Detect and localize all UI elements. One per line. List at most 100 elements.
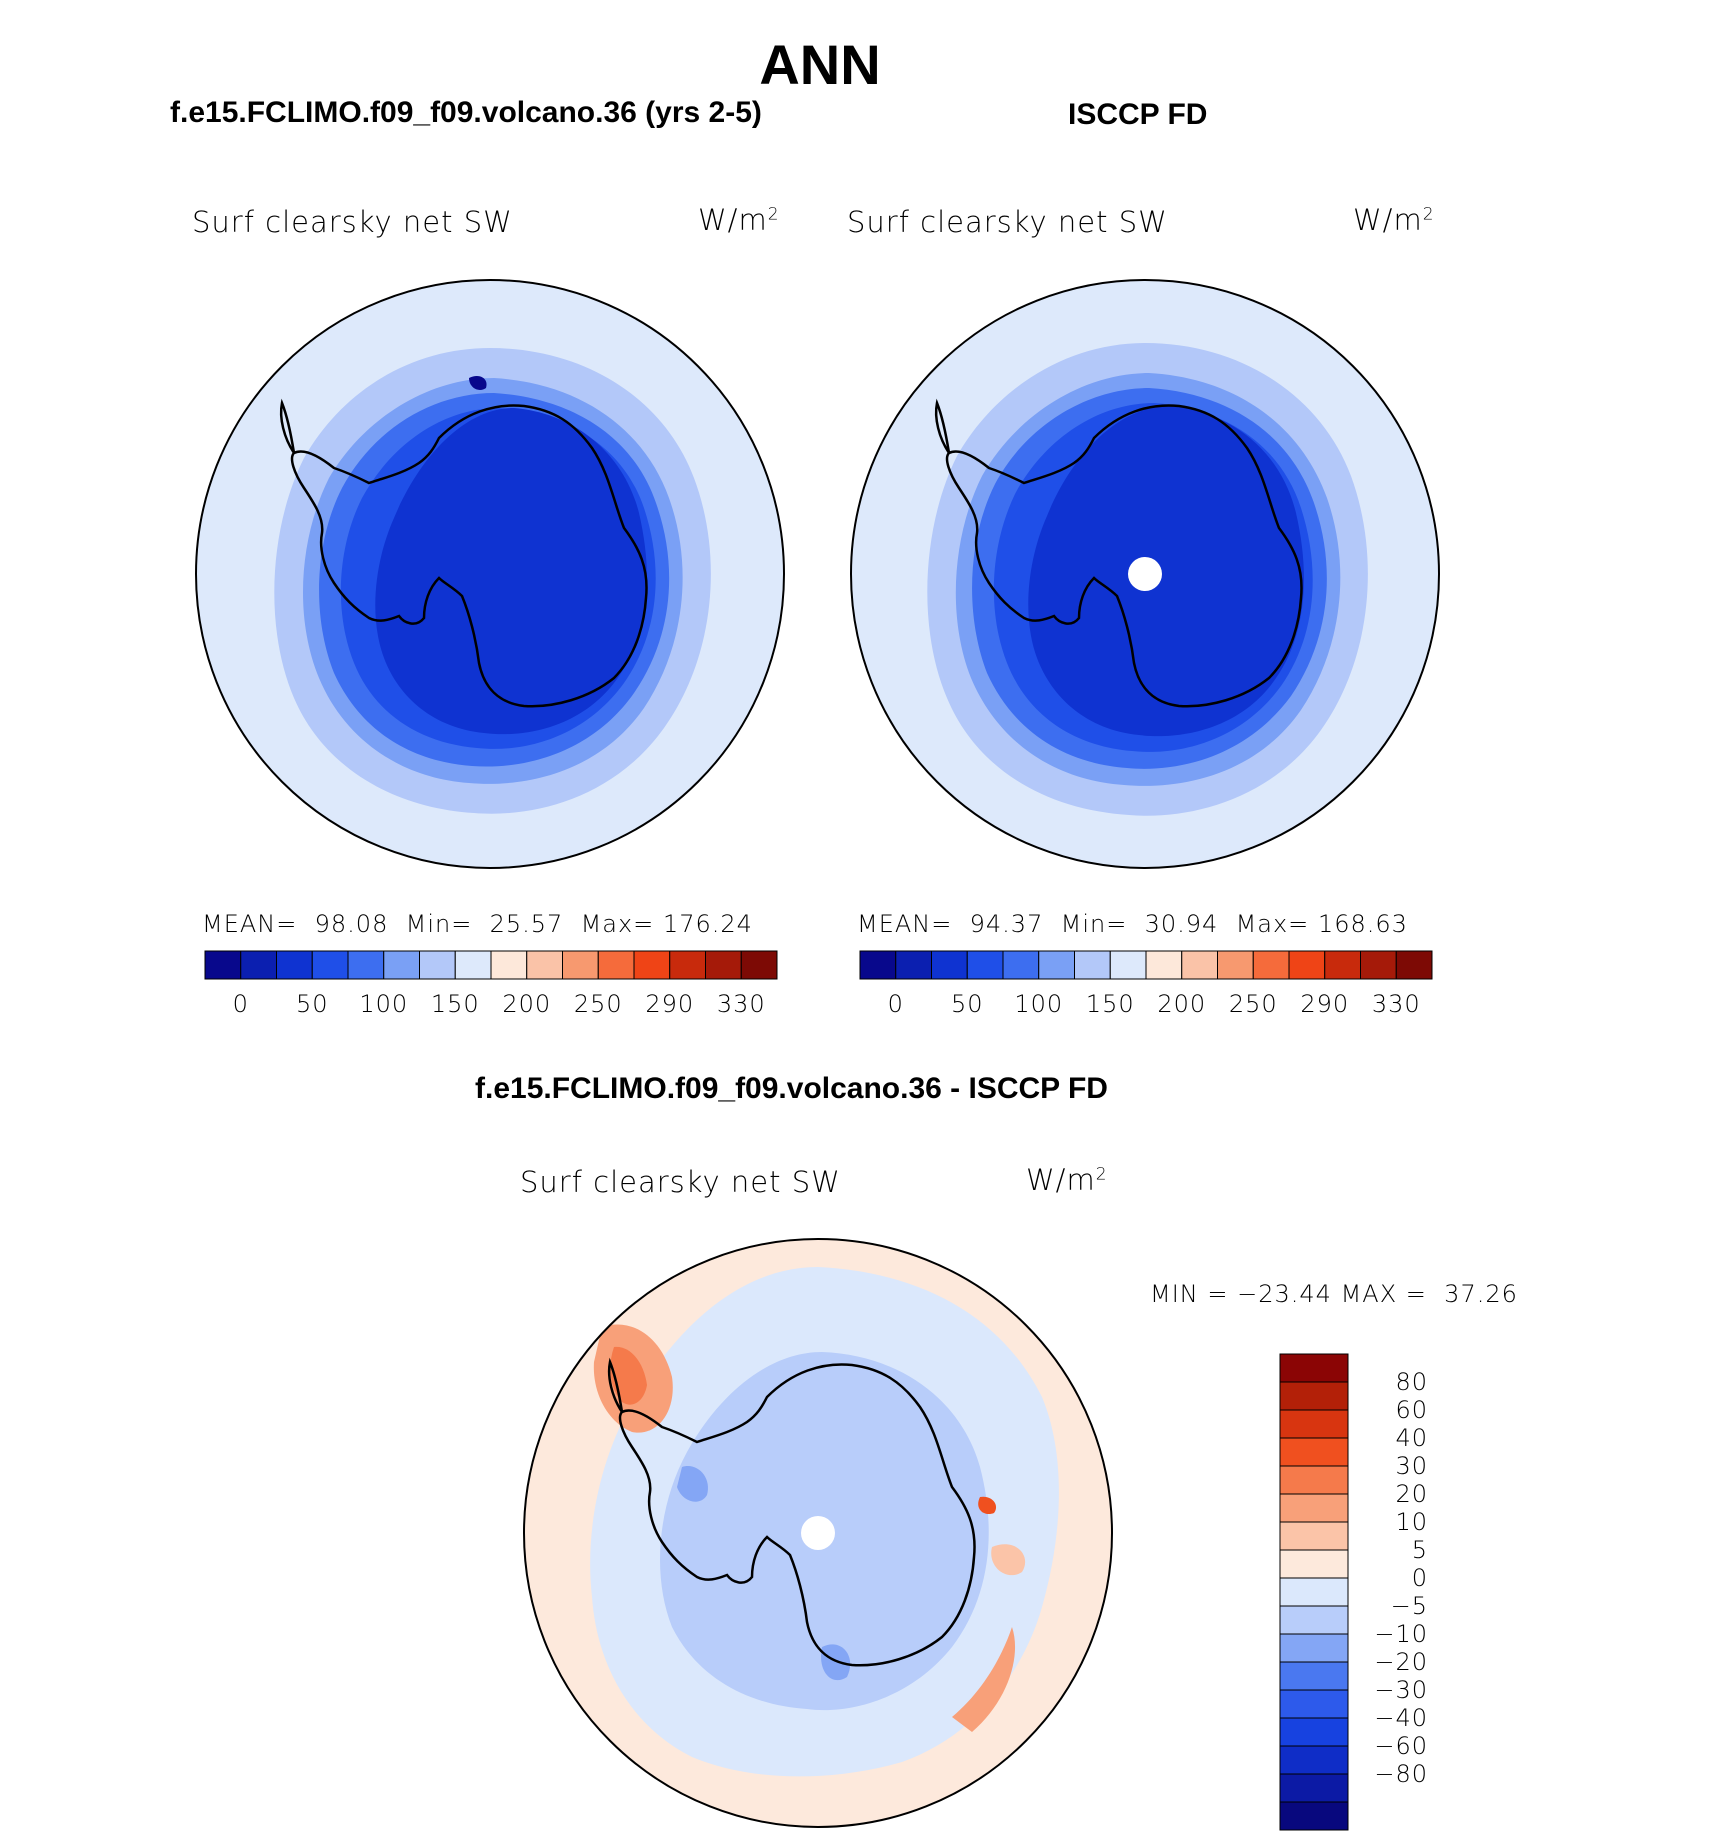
colorbar-tick-label: 20 <box>1395 1480 1428 1508</box>
colorbar-tick-label: 40 <box>1395 1424 1428 1452</box>
colorbar-tick-label: 290 <box>1300 990 1350 1018</box>
colorbar-swatch <box>1074 950 1111 980</box>
colorbar-swatch <box>419 950 456 980</box>
colorbar-swatch <box>1002 950 1040 980</box>
colorbar-tick-label: 250 <box>1228 990 1278 1018</box>
colorbar-swatch <box>1279 1801 1349 1831</box>
colorbar-swatch <box>1252 950 1290 980</box>
colorbar-swatch <box>1109 950 1147 980</box>
positive-anomaly-west-core <box>610 1346 647 1405</box>
panel-1-colorbar <box>204 950 778 980</box>
panel-1-units-label: W/m2 <box>698 203 780 237</box>
map-border <box>523 1238 1113 1828</box>
colorbar-tick-label: 30 <box>1395 1452 1428 1480</box>
panel-2-colorbar-ticks: 0 50 100 150 200 250 290 330 <box>860 990 1432 1020</box>
colorbar-swatch <box>240 950 277 980</box>
colorbar-tick-label: −60 <box>1374 1732 1428 1760</box>
colorbar-tick-label: −20 <box>1374 1648 1428 1676</box>
colorbar-swatch <box>1217 950 1254 980</box>
colorbar-swatch <box>633 950 671 980</box>
colorbar-tick-label: 0 <box>887 990 904 1018</box>
colorbar-swatch <box>1279 1689 1349 1719</box>
colorbar-swatch <box>1279 1605 1349 1635</box>
colorbar-swatch <box>1360 950 1397 980</box>
positive-anomaly-east <box>991 1544 1026 1576</box>
panel-2-polar-map <box>850 279 1440 869</box>
colorbar-tick-label: 200 <box>1157 990 1207 1018</box>
panel-1-colorbar-ticks: 0 50 100 150 200 250 290 330 <box>205 990 777 1020</box>
peninsula-coastline <box>934 398 951 454</box>
colorbar-tick-label: 100 <box>1014 990 1064 1018</box>
colorbar-tick-label: 10 <box>1395 1508 1428 1536</box>
colorbar-swatch <box>276 950 313 980</box>
colorbar-tick-label: −5 <box>1390 1592 1428 1620</box>
colorbar-tick-label: 50 <box>950 990 984 1018</box>
colorbar-tick-label: −10 <box>1374 1620 1428 1648</box>
colorbar-swatch <box>1324 950 1361 980</box>
colorbar-swatch <box>490 950 528 980</box>
colorbar-tick-label: 100 <box>359 990 409 1018</box>
colorbar-swatch <box>1279 1745 1349 1775</box>
panel-2-variable-label: Surf clearsky net SW <box>847 205 1168 239</box>
colorbar-tick-label: 290 <box>645 990 695 1018</box>
colorbar-swatch <box>1279 1549 1349 1579</box>
colorbar-tick-label: 150 <box>430 990 480 1018</box>
missing-data-pole <box>801 1516 835 1550</box>
colorbar-swatch <box>1279 1577 1349 1607</box>
panel-1-case-title: f.e15.FCLIMO.f09_f09.volcano.36 (yrs 2-5… <box>170 96 762 129</box>
colorbar-swatch <box>562 950 599 980</box>
colorbar-tick-label: 330 <box>1371 990 1421 1018</box>
colorbar-swatch <box>383 950 420 980</box>
peninsula-coastline <box>279 398 296 454</box>
colorbar-tick-label: 200 <box>502 990 552 1018</box>
peninsula-coastline <box>607 1357 624 1413</box>
figure-title: ANN <box>759 33 881 96</box>
colorbar-tick-label: 0 <box>232 990 249 1018</box>
colorbar-swatch <box>1279 1521 1349 1551</box>
colorbar-swatch <box>597 950 635 980</box>
diff-case-title: f.e15.FCLIMO.f09_f09.volcano.36 - ISCCP … <box>475 1072 1108 1105</box>
positive-anomaly-south <box>952 1627 1016 1732</box>
colorbar-swatch <box>526 950 563 980</box>
positive-anomaly-east-core <box>978 1496 997 1515</box>
antarctica-coastline <box>945 404 1303 708</box>
contour-0-30 <box>375 408 647 735</box>
colorbar-swatch <box>1279 1633 1349 1663</box>
diff-variable-label: Surf clearsky net SW <box>520 1165 841 1199</box>
colorbar-swatch <box>669 950 706 980</box>
panel-2-colorbar <box>859 950 1433 980</box>
colorbar-swatch <box>1288 950 1326 980</box>
island <box>469 376 487 390</box>
colorbar-tick-label: 60 <box>1395 1396 1428 1424</box>
colorbar-tick-label: 250 <box>573 990 623 1018</box>
panel-2-units-label: W/m2 <box>1353 203 1435 237</box>
colorbar-swatch <box>931 950 968 980</box>
diff-minmax-stats: MIN = −23.44 MAX = 37.26 <box>1150 1280 1518 1308</box>
negative-anomaly <box>821 1644 851 1681</box>
colorbar-swatch <box>1038 950 1075 980</box>
map-border <box>195 279 785 869</box>
colorbar-swatch <box>1279 1353 1349 1383</box>
colorbar-swatch <box>966 950 1004 980</box>
diff-colorbar-ticks: 80 60 40 30 20 10 5 0 −5 −10 −20 −30 −40 −60 −80 <box>1280 1354 1430 1830</box>
panel-1-stats: MEAN= 98.08 Min= 25.57 Max= 176.24 <box>202 910 753 938</box>
negative-anomaly <box>677 1466 708 1502</box>
colorbar-tick-label: 150 <box>1085 990 1135 1018</box>
colorbar-tick-label: 0 <box>1411 1564 1428 1592</box>
panel-2-case-title: ISCCP FD <box>1068 98 1208 131</box>
colorbar-tick-label: 330 <box>716 990 766 1018</box>
colorbar-swatch <box>740 950 778 980</box>
colorbar-swatch <box>705 950 742 980</box>
colorbar-swatch <box>204 950 242 980</box>
colorbar-swatch <box>895 950 932 980</box>
panel-2-stats: MEAN= 94.37 Min= 30.94 Max= 168.63 <box>857 910 1408 938</box>
colorbar-tick-label: 5 <box>1411 1536 1428 1564</box>
colorbar-swatch <box>1395 950 1433 980</box>
colorbar-swatch <box>1279 1773 1349 1803</box>
colorbar-tick-label: −40 <box>1374 1704 1428 1732</box>
panel-1-polar-map <box>195 279 785 869</box>
colorbar-swatch <box>1279 1717 1349 1747</box>
contour-0-30 <box>1028 406 1304 737</box>
colorbar-swatch <box>454 950 492 980</box>
diff-polar-map <box>523 1238 1113 1828</box>
